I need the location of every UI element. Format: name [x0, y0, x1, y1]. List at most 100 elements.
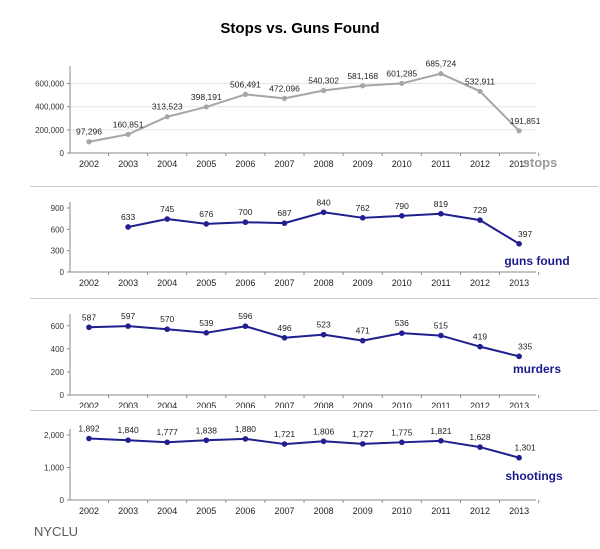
data-point: [86, 435, 92, 442]
data-point: [242, 219, 249, 226]
series-line: [88, 437, 520, 459]
x-tick-label: 2006: [235, 401, 255, 408]
y-tick-label: 200: [51, 368, 65, 377]
data-point: [399, 439, 405, 446]
x-tick-label: 2007: [274, 278, 294, 288]
data-label: 745: [160, 204, 174, 214]
data-point: [516, 454, 522, 461]
y-tick-label: 0: [60, 391, 65, 400]
data-point: [281, 334, 288, 341]
x-tick-label: 2002: [79, 159, 99, 169]
data-point: [320, 331, 327, 338]
data-point: [320, 438, 327, 445]
data-point: [399, 213, 405, 219]
x-tick-label: 2005: [196, 506, 216, 516]
data-label: 536: [395, 318, 409, 328]
data-label: 160,851: [113, 119, 144, 129]
data-label: 539: [199, 318, 213, 328]
series-line: [127, 211, 520, 245]
x-tick-label: 2009: [353, 506, 373, 516]
x-tick-label: 2012: [470, 278, 490, 288]
data-label: 313,523: [152, 102, 183, 112]
data-point: [438, 71, 444, 77]
data-point: [203, 330, 210, 336]
x-tick-label: 2011: [431, 159, 450, 169]
x-tick-label: 2012: [470, 159, 490, 169]
x-tick-label: 2002: [79, 401, 99, 408]
data-point: [125, 323, 131, 329]
data-point: [203, 104, 209, 110]
divider: [30, 298, 598, 299]
y-tick-label: 600: [51, 322, 65, 331]
data-point: [242, 436, 249, 442]
y-tick-label: 0: [60, 149, 65, 158]
shootings-chart: 0 1,000 2,000 2002 2003 2004 2005 2006 2007 2008 2…: [44, 424, 563, 516]
data-label: 762: [356, 203, 370, 213]
data-label: 97,296: [76, 127, 102, 137]
data-label: 676: [199, 209, 213, 219]
x-tick-label: 2012: [470, 401, 490, 408]
x-tick-label: 2013: [509, 401, 529, 408]
x-tick-label: 2011: [431, 278, 450, 288]
y-tick-label: 200,000: [35, 126, 64, 135]
data-point: [438, 438, 444, 444]
x-tick-label: 2012: [470, 506, 490, 516]
data-label: 570: [160, 314, 174, 324]
data-point: [477, 444, 483, 450]
x-tick-label: 2003: [118, 159, 138, 169]
series-label: shootings: [505, 469, 563, 483]
data-label: 1,806: [313, 426, 335, 436]
y-tick-label: 600: [51, 225, 65, 234]
data-point: [242, 323, 249, 330]
series-label: stops: [523, 155, 558, 170]
data-point: [125, 224, 131, 230]
x-tick-label: 2005: [196, 159, 216, 169]
x-tick-label: 2003: [118, 278, 138, 288]
y-tick-label: 600,000: [35, 80, 64, 89]
data-point: [359, 215, 366, 221]
data-label: 1,880: [235, 424, 257, 434]
data-point: [516, 128, 522, 134]
data-label: 597: [121, 311, 135, 321]
data-point: [399, 80, 405, 87]
y-tick-label: 1,000: [44, 464, 65, 473]
y-tick-label: 0: [60, 268, 65, 277]
data-point: [320, 209, 327, 216]
data-point: [164, 439, 170, 446]
data-point: [516, 353, 522, 360]
x-tick-label: 2004: [157, 506, 177, 516]
stops-chart: 0 200,000 400,000 600,000 2002 2003 2004 2005 20…: [35, 59, 558, 170]
data-point: [281, 95, 288, 101]
data-point: [359, 337, 366, 344]
data-point: [164, 216, 170, 222]
data-point: [477, 88, 483, 94]
chart-title: Stops vs. Guns Found: [220, 20, 380, 37]
data-label: 729: [473, 205, 487, 215]
data-label: 1,301: [514, 443, 536, 453]
divider: [30, 410, 598, 411]
data-label: 540,302: [308, 75, 339, 85]
data-point: [164, 114, 170, 120]
x-tick-label: 2009: [353, 401, 373, 408]
data-point: [477, 343, 483, 350]
x-tick-label: 2006: [235, 278, 255, 288]
data-label: 1,628: [469, 432, 491, 442]
data-label: 1,838: [196, 425, 218, 435]
data-label: 523: [317, 320, 331, 330]
data-label: 687: [277, 208, 291, 218]
x-tick-label: 2010: [392, 159, 412, 169]
data-point: [203, 221, 210, 227]
data-label: 496: [277, 323, 291, 333]
data-point: [125, 437, 131, 443]
x-tick-label: 2005: [196, 401, 216, 408]
data-point: [399, 330, 405, 336]
data-label: 596: [238, 311, 252, 321]
x-tick-label: 2007: [274, 506, 294, 516]
x-tick-label: 2002: [79, 506, 99, 516]
data-label: 581,168: [347, 71, 378, 81]
data-point: [86, 324, 92, 331]
x-tick-label: 2006: [235, 506, 255, 516]
x-tick-label: 2004: [157, 278, 177, 288]
data-label: 1,892: [78, 424, 100, 434]
x-tick-label: 2010: [392, 506, 412, 516]
